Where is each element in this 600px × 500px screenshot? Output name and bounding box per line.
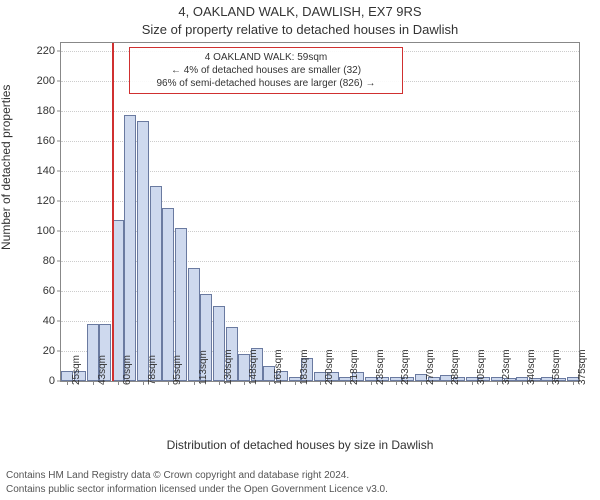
histogram-bar — [150, 186, 162, 381]
xtick-label: 25sqm — [71, 355, 82, 385]
annotation-box: 4 OAKLAND WALK: 59sqm ← 4% of detached h… — [129, 47, 403, 94]
grid-line — [61, 111, 579, 112]
xtick-label: 95sqm — [172, 355, 183, 385]
ytick-mark — [57, 350, 61, 351]
footer-line: Contains public sector information licen… — [6, 483, 594, 497]
xtick-mark — [320, 381, 321, 385]
xtick-label: 253sqm — [400, 349, 411, 385]
xtick-label: 235sqm — [375, 349, 386, 385]
y-axis-label: Number of detached properties — [0, 85, 13, 250]
xtick-mark — [295, 381, 296, 385]
chart-container: 4, OAKLAND WALK, DAWLISH, EX7 9RS Size o… — [0, 0, 600, 500]
xtick-mark — [143, 381, 144, 385]
xtick-label: 288sqm — [450, 349, 461, 385]
chart-title-line1: 4, OAKLAND WALK, DAWLISH, EX7 9RS — [0, 4, 600, 19]
xtick-mark — [269, 381, 270, 385]
xtick-label: 60sqm — [122, 355, 133, 385]
annotation-line: 4 OAKLAND WALK: 59sqm — [136, 51, 396, 64]
x-axis-label: Distribution of detached houses by size … — [0, 438, 600, 452]
xtick-mark — [345, 381, 346, 385]
ytick-mark — [57, 110, 61, 111]
footer-line: Contains HM Land Registry data © Crown c… — [6, 469, 594, 483]
xtick-label: 200sqm — [324, 349, 335, 385]
ytick-mark — [57, 200, 61, 201]
ytick-label: 120 — [37, 195, 55, 207]
xtick-label: 358sqm — [551, 349, 562, 385]
ytick-label: 140 — [37, 165, 55, 177]
ytick-label: 40 — [43, 315, 55, 327]
xtick-label: 323sqm — [501, 349, 512, 385]
ytick-label: 80 — [43, 255, 55, 267]
xtick-label: 43sqm — [97, 355, 108, 385]
annotation-line: ← 4% of detached houses are smaller (32) — [136, 64, 396, 77]
xtick-mark — [168, 381, 169, 385]
xtick-mark — [371, 381, 372, 385]
ytick-mark — [57, 140, 61, 141]
ytick-label: 180 — [37, 105, 55, 117]
xtick-label: 78sqm — [147, 355, 158, 385]
ytick-label: 60 — [43, 285, 55, 297]
xtick-mark — [497, 381, 498, 385]
xtick-mark — [118, 381, 119, 385]
xtick-mark — [573, 381, 574, 385]
xtick-label: 130sqm — [223, 349, 234, 385]
xtick-mark — [67, 381, 68, 385]
plot-area: 4 OAKLAND WALK: 59sqm ← 4% of detached h… — [60, 42, 580, 382]
xtick-label: 375sqm — [577, 349, 588, 385]
xtick-mark — [472, 381, 473, 385]
xtick-label: 340sqm — [526, 349, 537, 385]
marker-vline — [112, 43, 114, 381]
histogram-bar — [137, 121, 149, 381]
ytick-mark — [57, 260, 61, 261]
ytick-mark — [57, 50, 61, 51]
annotation-line: 96% of semi-detached houses are larger (… — [136, 77, 396, 90]
xtick-mark — [244, 381, 245, 385]
ytick-mark — [57, 170, 61, 171]
ytick-mark — [57, 80, 61, 81]
ytick-mark — [57, 230, 61, 231]
ytick-label: 160 — [37, 135, 55, 147]
xtick-mark — [93, 381, 94, 385]
xtick-label: 270sqm — [425, 349, 436, 385]
ytick-label: 200 — [37, 75, 55, 87]
xtick-label: 183sqm — [299, 349, 310, 385]
ytick-label: 20 — [43, 345, 55, 357]
xtick-mark — [446, 381, 447, 385]
ytick-label: 220 — [37, 45, 55, 57]
xtick-mark — [421, 381, 422, 385]
xtick-label: 148sqm — [248, 349, 259, 385]
xtick-label: 113sqm — [198, 350, 209, 385]
xtick-mark — [522, 381, 523, 385]
xtick-mark — [396, 381, 397, 385]
ytick-label: 100 — [37, 225, 55, 237]
ytick-mark — [57, 290, 61, 291]
xtick-mark — [547, 381, 548, 385]
xtick-label: 305sqm — [476, 349, 487, 385]
xtick-label: 165sqm — [273, 349, 284, 385]
xtick-mark — [194, 381, 195, 385]
xtick-label: 218sqm — [349, 349, 360, 385]
histogram-bar — [124, 115, 136, 381]
footer-text: Contains HM Land Registry data © Crown c… — [6, 469, 594, 496]
xtick-mark — [219, 381, 220, 385]
ytick-mark — [57, 320, 61, 321]
ytick-label: 0 — [49, 375, 55, 387]
chart-title-line2: Size of property relative to detached ho… — [0, 22, 600, 37]
